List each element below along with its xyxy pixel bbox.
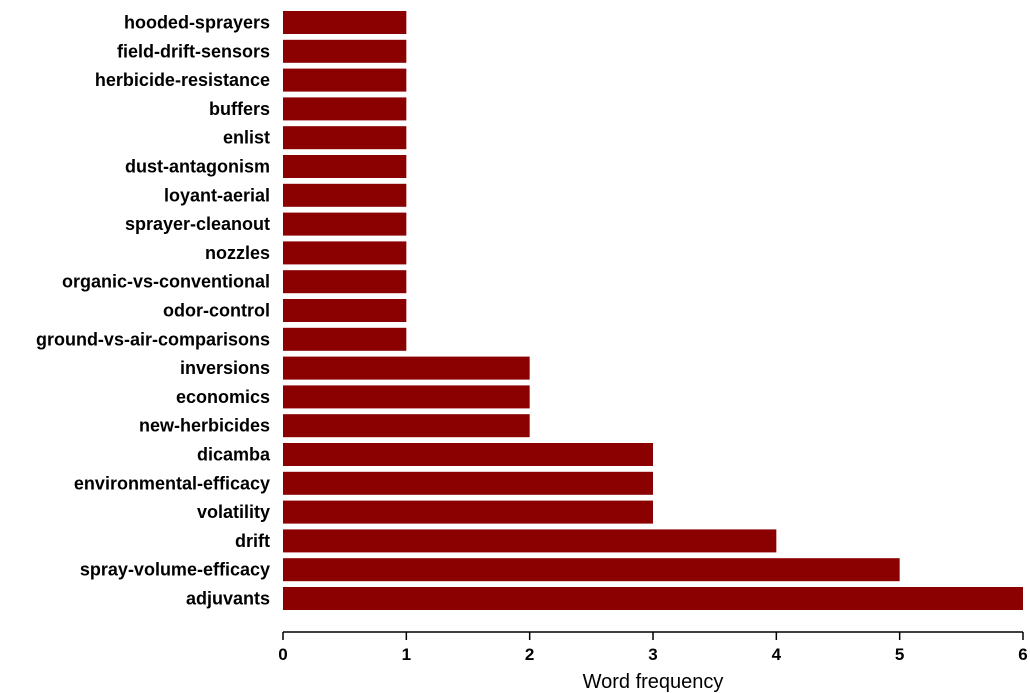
category-label: inversions [180,358,270,378]
bar-nozzles [283,241,407,265]
bar-hooded-sprayers [283,11,407,34]
category-label: dust-antagonism [125,157,270,177]
category-label: loyant-aerial [164,185,270,205]
category-label: sprayer-cleanout [125,214,270,234]
category-labels-group: hooded-sprayers field-drift-sensors herbic… [36,13,271,609]
bar-buffers [283,97,407,121]
category-label: spray-volume-efficacy [80,560,270,580]
bar-odor-control [283,299,407,322]
category-label: organic-vs-conventional [62,272,270,292]
bar-environmental-efficacy [283,471,653,495]
category-label: herbicide-resistance [95,70,270,90]
category-label: buffers [209,99,270,119]
category-label: enlist [223,128,270,148]
bar-herbicide-resistance [283,68,407,92]
bar-inversions [283,356,530,380]
x-tick-label: 6 [1018,645,1027,664]
bar-volatility [283,500,653,524]
category-label: odor-control [163,301,270,321]
x-tick-label: 5 [895,645,904,664]
x-tick-label: 1 [402,645,411,664]
bar-organic-vs-conventional [283,270,407,294]
category-label: environmental-efficacy [74,473,270,493]
bar-new-herbicides [283,414,530,438]
category-label: nozzles [205,243,270,263]
category-label: drift [235,531,270,551]
bar-field-drift-sensors [283,39,407,63]
bar-spray-volume-efficacy [283,558,900,582]
x-tick-label: 0 [278,645,287,664]
x-tick-label: 4 [772,645,782,664]
category-label: ground-vs-air-comparisons [36,329,270,349]
bar-adjuvants [283,587,1023,610]
bar-sprayer-cleanout [283,212,407,236]
category-label: field-drift-sensors [117,41,270,61]
category-label: economics [176,387,270,407]
bar-dicamba [283,443,653,466]
bar-dust-antagonism [283,155,407,178]
bar-ground-vs-air-comparisons [283,327,407,351]
category-label: volatility [197,502,270,522]
x-axis-title: Word frequency [583,671,724,693]
bar-enlist [283,126,407,150]
x-tick-label: 2 [525,645,534,664]
category-label: hooded-sprayers [124,13,270,33]
bars-group [283,11,1023,610]
bar-loyant-aerial [283,183,407,207]
x-tick-label: 3 [648,645,657,664]
x-axis: 0 1 2 3 4 5 6 [278,631,1028,664]
bar-drift [283,529,777,553]
category-label: new-herbicides [139,416,270,436]
bar-economics [283,385,530,409]
category-label: dicamba [197,445,271,465]
category-label: adjuvants [186,589,270,609]
